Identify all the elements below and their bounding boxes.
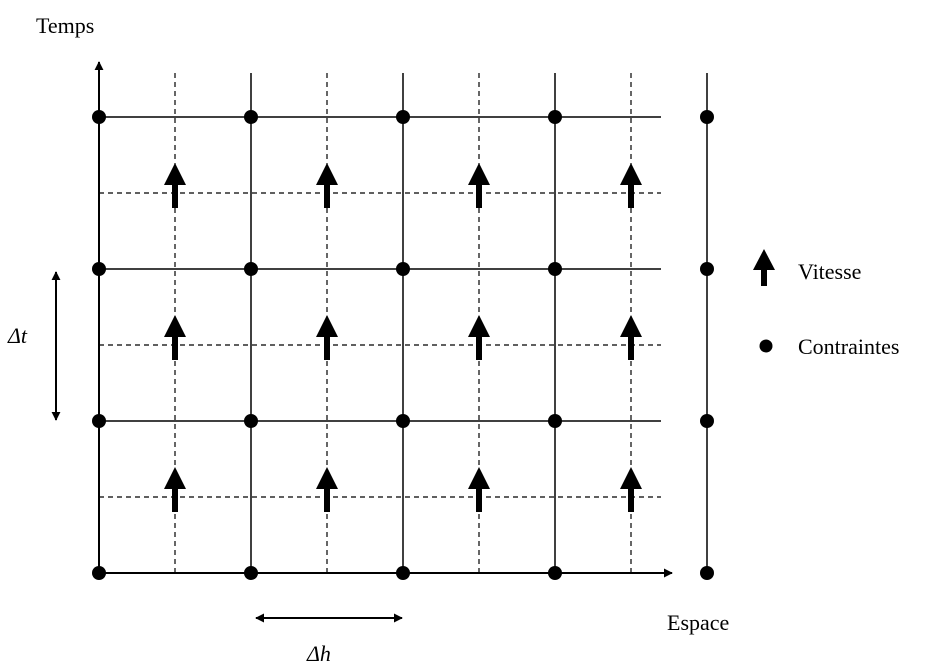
stress-dot — [244, 566, 258, 580]
velocity-arrow-head — [164, 315, 186, 337]
velocity-arrow-shaft — [628, 336, 634, 360]
velocity-arrow — [164, 315, 186, 360]
velocity-arrow-head — [620, 163, 642, 185]
velocity-arrow-shaft — [628, 184, 634, 208]
velocity-grid-lines — [99, 73, 661, 573]
velocity-arrow — [164, 467, 186, 512]
delta-h-label: Δh — [306, 641, 331, 664]
velocity-arrow-head — [316, 467, 338, 489]
stress-dot — [244, 110, 258, 124]
stress-grid-lines — [99, 73, 707, 573]
stress-dot — [396, 110, 410, 124]
velocity-arrow-shaft — [172, 488, 178, 512]
velocity-arrow — [468, 163, 490, 208]
stress-dot — [396, 566, 410, 580]
velocity-arrow-head — [620, 467, 642, 489]
stress-dot — [548, 414, 562, 428]
stress-dot — [700, 414, 714, 428]
velocity-arrow-shaft — [476, 336, 482, 360]
time-axis-label: Temps — [36, 13, 94, 38]
velocity-arrow — [620, 467, 642, 512]
velocity-arrow — [316, 315, 338, 360]
stress-dot — [548, 110, 562, 124]
stress-dot — [92, 414, 106, 428]
velocity-arrow-shaft — [172, 184, 178, 208]
velocity-arrow-shaft — [476, 184, 482, 208]
velocity-arrow-head — [316, 163, 338, 185]
stress-dot — [396, 414, 410, 428]
velocity-arrow — [316, 163, 338, 208]
velocity-arrow-head — [164, 163, 186, 185]
velocity-arrow-head — [468, 163, 490, 185]
velocity-arrow — [468, 467, 490, 512]
stress-dot — [244, 262, 258, 276]
velocity-arrow-shaft — [324, 336, 330, 360]
velocity-arrow-shaft — [324, 488, 330, 512]
space-axis-label: Espace — [667, 610, 729, 635]
stress-dot — [700, 110, 714, 124]
stress-dot — [396, 262, 410, 276]
velocity-arrow-shaft — [628, 488, 634, 512]
velocity-arrow-head — [620, 315, 642, 337]
velocity-arrow-head — [316, 315, 338, 337]
velocity-arrow — [620, 315, 642, 360]
delta-t-label: Δt — [7, 323, 28, 348]
legend-stress-label: Contraintes — [798, 334, 899, 359]
stress-dot — [700, 262, 714, 276]
legend-velocity-label: Vitesse — [798, 259, 861, 284]
velocity-arrow — [620, 163, 642, 208]
up-arrow-icon — [753, 249, 775, 286]
velocity-arrow-shaft — [172, 336, 178, 360]
dot-icon — [760, 340, 773, 353]
velocity-arrow-shaft — [476, 488, 482, 512]
velocity-arrow — [164, 163, 186, 208]
stress-dot — [548, 566, 562, 580]
stress-dot — [92, 566, 106, 580]
velocity-arrow — [468, 315, 490, 360]
velocity-arrow-head — [468, 467, 490, 489]
stress-dot — [548, 262, 562, 276]
stress-dot — [700, 566, 714, 580]
velocity-arrow — [316, 467, 338, 512]
stress-dot — [92, 110, 106, 124]
legend: Vitesse Contraintes — [753, 249, 899, 359]
stress-dot — [244, 414, 258, 428]
velocity-arrow-head — [468, 315, 490, 337]
velocity-arrow-head — [164, 467, 186, 489]
stress-dot — [92, 262, 106, 276]
velocity-arrow-shaft — [324, 184, 330, 208]
